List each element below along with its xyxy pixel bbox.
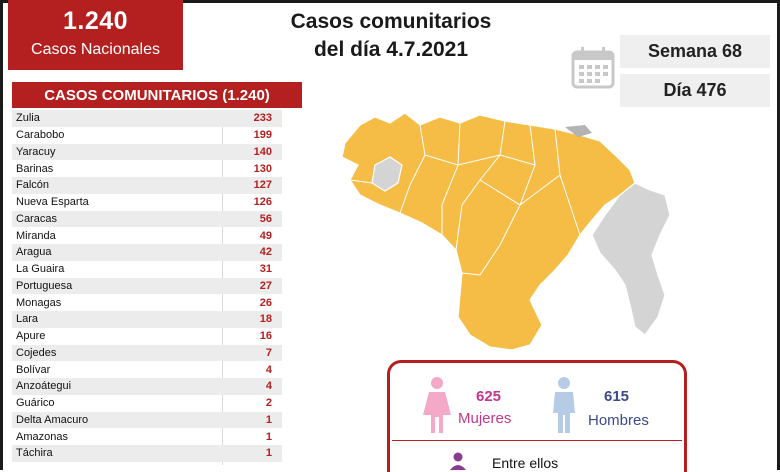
table-row: Anzoátegui 4 — [12, 378, 282, 395]
state-cases: 31 — [259, 263, 272, 276]
state-cases: 49 — [259, 229, 272, 242]
state-name: Barinas — [16, 162, 54, 175]
table-row: Apure 16 — [12, 328, 282, 345]
table-row: Cojedes 7 — [12, 344, 282, 362]
state-cases: 18 — [259, 313, 272, 326]
table-row: Yaracuy 140 — [12, 143, 282, 161]
total-cases-number: 1.240 — [62, 7, 129, 35]
state-name: Anzoátegui — [16, 380, 72, 393]
cases-table: Zulia 233 Carabobo 199 Yaracuy 140 Barinas 130 F… — [12, 110, 282, 462]
state-name: Nueva Esparta — [16, 196, 89, 209]
state-name: Portuguesa — [16, 279, 73, 292]
map-states-gray-east — [591, 182, 671, 336]
state-cases: 27 — [259, 279, 272, 292]
state-name: Miranda — [16, 229, 56, 242]
calendar-icon — [571, 47, 615, 89]
female-count: 625 — [476, 388, 502, 405]
right-border — [777, 0, 780, 470]
day-badge: Día 476 — [620, 74, 770, 107]
total-cases-label: Casos Nacionales — [31, 41, 160, 58]
man-icon — [553, 377, 575, 433]
state-name: Guárico — [16, 397, 55, 410]
state-cases: 4 — [265, 363, 272, 376]
table-row: Portuguesa 27 — [12, 277, 282, 295]
table-row: Táchira 1 — [12, 445, 282, 462]
state-name: Amazonas — [16, 430, 68, 443]
table-row: Amazonas 1 — [12, 428, 282, 445]
total-cases-box: 1.240 Casos Nacionales — [8, 0, 183, 70]
female-label: Mujeres — [458, 410, 512, 427]
table-row: Guárico 2 — [12, 395, 282, 412]
state-name: Cojedes — [16, 346, 57, 359]
state-name: La Guaira — [16, 263, 65, 276]
table-row: Barinas 130 — [12, 160, 282, 177]
male-count: 615 — [604, 388, 630, 405]
week-badge: Semana 68 — [620, 35, 770, 68]
state-name: Falcón — [16, 179, 50, 192]
venezuela-map — [341, 112, 671, 351]
state-cases: 1 — [265, 413, 272, 426]
table-row: Monagas 26 — [12, 294, 282, 311]
state-name: Delta Amacuro — [16, 413, 89, 426]
state-name: Lara — [16, 313, 39, 326]
gender-panel-divider — [392, 440, 682, 441]
table-row: Caracas 56 — [12, 210, 282, 228]
state-cases: 7 — [265, 346, 272, 359]
table-row: Bolívar 4 — [12, 361, 282, 378]
table-row: Lara 18 — [12, 311, 282, 328]
state-cases: 140 — [253, 145, 272, 158]
state-cases: 1 — [265, 430, 272, 443]
state-name: Bolívar — [16, 363, 51, 376]
state-cases: 26 — [259, 296, 272, 309]
state-cases: 130 — [253, 162, 272, 175]
cases-table-heading: CASOS COMUNITARIOS (1.240) — [12, 82, 302, 108]
top-border — [0, 0, 780, 3]
footer-text: Entre ellos — [492, 455, 559, 471]
state-name: Monagas — [16, 296, 62, 309]
table-row: La Guaira 31 — [12, 261, 282, 278]
table-row: Zulia 233 — [12, 110, 282, 127]
state-cases: 1 — [265, 447, 272, 460]
state-cases: 16 — [259, 330, 272, 343]
state-cases: 56 — [259, 212, 272, 225]
state-cases: 126 — [253, 196, 272, 209]
title-line-2: del día 4.7.2021 — [313, 38, 469, 61]
state-cases: 42 — [259, 246, 272, 259]
left-border — [0, 0, 3, 470]
gender-panel — [387, 360, 687, 472]
state-name: Apure — [16, 330, 46, 343]
table-row: Aragua 42 — [12, 244, 282, 261]
state-name: Aragua — [16, 246, 52, 259]
state-cases: 4 — [265, 380, 272, 393]
table-row: Falcón 127 — [12, 177, 282, 194]
male-label: Hombres — [588, 412, 649, 429]
map-island — [565, 125, 592, 137]
state-name: Caracas — [16, 212, 57, 225]
table-row: Carabobo 199 — [12, 127, 282, 144]
person-icon — [450, 452, 466, 470]
state-cases: 2 — [265, 397, 272, 410]
state-cases: 127 — [253, 179, 272, 192]
page-title: Casos comunitarios del día 4.7.2021 — [270, 8, 512, 64]
woman-icon — [423, 377, 451, 433]
title-line-1: Casos comunitarios — [290, 10, 492, 33]
state-name: Táchira — [16, 447, 53, 460]
state-cases: 199 — [253, 129, 272, 142]
table-row: Nueva Esparta 126 — [12, 194, 282, 211]
table-row: Miranda 49 — [12, 227, 282, 244]
map-states-affected — [341, 112, 636, 351]
table-row: Delta Amacuro 1 — [12, 411, 282, 429]
state-cases: 233 — [253, 112, 272, 125]
state-name: Yaracuy — [16, 145, 56, 158]
state-name: Carabobo — [16, 129, 65, 142]
state-name: Zulia — [16, 112, 40, 125]
